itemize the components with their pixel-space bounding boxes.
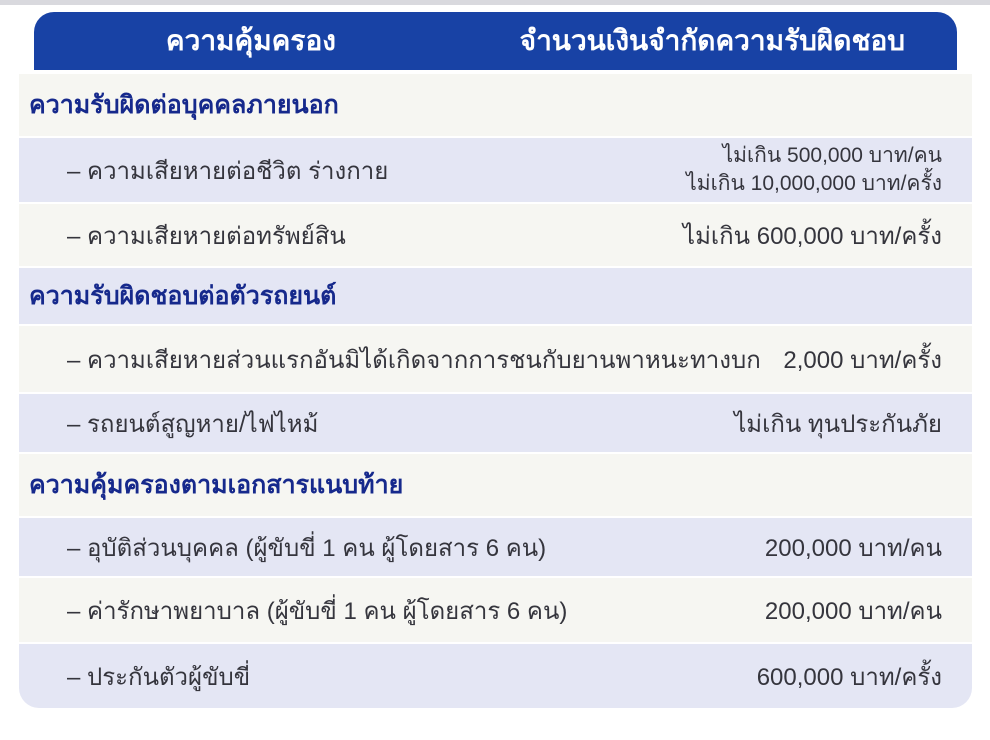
section-label: ความคุ้มครองตามเอกสารแนบท้าย — [29, 471, 404, 499]
coverage-row-personal-accident: – อุบัติส่วนบุคคล (ผู้ขับขี่ 1 คน ผู้โดย… — [19, 518, 972, 576]
coverage-table: ความคุ้มครอง จำนวนเงินจำกัดความรับผิดชอบ… — [19, 12, 972, 710]
row-label: – ความเสียหายต่อทรัพย์สิน — [67, 222, 346, 250]
row-value: ไม่เกิน 500,000 บาท/คน ไม่เกิน 10,000,00… — [686, 143, 942, 195]
row-label: – ประกันตัวผู้ขับขี่ — [67, 663, 251, 691]
section-label: ความรับผิดชอบต่อตัวรถยนต์ — [29, 282, 337, 310]
row-value: ไม่เกิน 600,000 บาท/ครั้ง — [683, 222, 942, 250]
row-label: – ความเสียหายส่วนแรกอันมิได้เกิดจากการชน… — [67, 346, 761, 374]
coverage-row-life-body-damage: – ความเสียหายต่อชีวิต ร่างกาย ไม่เกิน 50… — [19, 138, 972, 202]
header-col-limit: จำนวนเงินจำกัดความรับผิดชอบ — [519, 25, 906, 56]
row-label: – อุบัติส่วนบุคคล (ผู้ขับขี่ 1 คน ผู้โดย… — [67, 534, 547, 562]
page-top-border — [0, 0, 990, 5]
section-label: ความรับผิดต่อบุคคลภายนอก — [29, 91, 339, 119]
row-value: 200,000 บาท/คน — [764, 534, 942, 562]
coverage-row-theft-fire: – รถยนต์สูญหาย/ไฟไหม้ ไม่เกิน ทุนประกันภ… — [19, 394, 972, 452]
section-row-own-vehicle-liability: ความรับผิดชอบต่อตัวรถยนต์ — [19, 268, 972, 324]
row-value: 600,000 บาท/ครั้ง — [756, 663, 942, 691]
row-value: 200,000 บาท/คน — [764, 597, 942, 625]
coverage-row-deductible-non-collision: – ความเสียหายส่วนแรกอันมิได้เกิดจากการชน… — [19, 326, 972, 392]
coverage-row-medical-expenses: – ค่ารักษาพยาบาล (ผู้ขับขี่ 1 คน ผู้โดยส… — [19, 578, 972, 642]
row-label: – ค่ารักษาพยาบาล (ผู้ขับขี่ 1 คน ผู้โดยส… — [67, 597, 568, 625]
row-value: ไม่เกิน ทุนประกันภัย — [734, 410, 942, 438]
table-header: ความคุ้มครอง จำนวนเงินจำกัดความรับผิดชอบ — [34, 12, 957, 70]
row-label: – รถยนต์สูญหาย/ไฟไหม้ — [67, 410, 319, 438]
row-label: – ความเสียหายต่อชีวิต ร่างกาย — [67, 157, 389, 185]
coverage-row-driver-bail-bond: – ประกันตัวผู้ขับขี่ 600,000 บาท/ครั้ง — [19, 644, 972, 708]
coverage-row-property-damage: – ความเสียหายต่อทรัพย์สิน ไม่เกิน 600,00… — [19, 204, 972, 266]
section-row-third-party-liability: ความรับผิดต่อบุคคลภายนอก — [19, 74, 972, 136]
section-row-attached-documents: ความคุ้มครองตามเอกสารแนบท้าย — [19, 454, 972, 516]
header-col-coverage: ความคุ้มครอง — [165, 25, 336, 56]
row-value: 2,000 บาท/ครั้ง — [783, 346, 942, 374]
